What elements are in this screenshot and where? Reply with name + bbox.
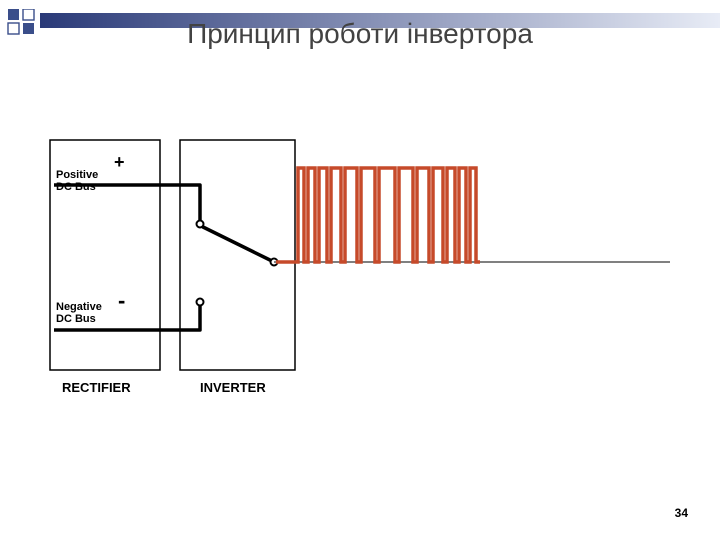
svg-text:PositiveDC Bus: PositiveDC Bus (56, 169, 98, 193)
svg-text:-: - (118, 288, 125, 313)
svg-text:+: + (114, 152, 125, 172)
page-number: 34 (675, 506, 688, 520)
title-text: Принцип роботи інвертора (187, 18, 533, 49)
slide-title: Принцип роботи інвертора (0, 18, 720, 50)
svg-text:NegativeDC Bus: NegativeDC Bus (56, 301, 102, 325)
svg-text:RECTIFIER: RECTIFIER (62, 380, 131, 395)
svg-text:INVERTER: INVERTER (200, 380, 266, 395)
diagram-svg: RECTIFIER INVERTER PositiveDC Bus NegativeD… (40, 130, 680, 410)
inverter-diagram: RECTIFIER INVERTER PositiveDC Bus NegativeD… (40, 130, 680, 410)
